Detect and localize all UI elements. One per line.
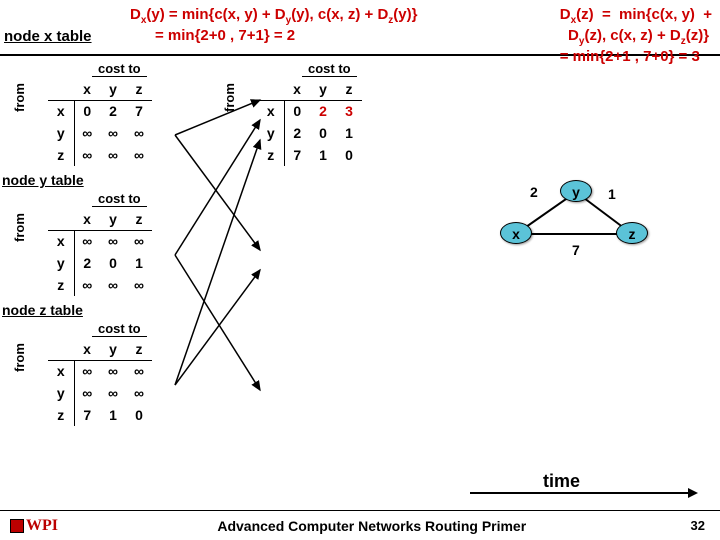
footer: WPI Advanced Computer Networks Routing P… — [0, 510, 720, 540]
slide: node x table Dx(y) = min{c(x, y) + Dy(y)… — [0, 0, 720, 540]
from-label: from — [12, 83, 27, 112]
topbar: node x table Dx(y) = min{c(x, y) + Dy(y)… — [0, 0, 720, 56]
table-x-t0: from cost to xyzx027y∞∞∞z∞∞∞ — [0, 60, 152, 166]
graph-node-x: x — [500, 222, 532, 244]
table-y-t0: from cost to xyzx∞∞∞y201z∞∞∞ — [0, 190, 152, 296]
formula-dz: Dx(z) = min{c(x, y) + Dy(z), c(x, z) + D… — [560, 6, 712, 66]
table-z-t0: from cost to xyzx∞∞∞y∞∞∞z710 — [0, 320, 152, 426]
cost-to-label: cost to — [302, 61, 357, 77]
node-x-tables: from cost to xyzx027y∞∞∞z∞∞∞ from cost t… — [0, 60, 420, 190]
node-y-label: node y table — [2, 172, 84, 188]
footer-title: Advanced Computer Networks Routing Prime… — [58, 518, 686, 534]
wpi-logo: WPI — [10, 517, 58, 535]
node-x-label: node x table — [4, 28, 92, 45]
tables-region: from cost to xyzx027y∞∞∞z∞∞∞ from cost t… — [0, 60, 420, 450]
node-z-label: node z table — [2, 302, 83, 318]
cost-to-label: cost to — [92, 191, 147, 207]
node-z-tables: from cost to xyzx∞∞∞y∞∞∞z710 — [0, 320, 420, 450]
time-arrow-icon — [470, 492, 690, 494]
graph-node-z: z — [616, 222, 648, 244]
node-y-tables: from cost to xyzx∞∞∞y201z∞∞∞ node z tabl… — [0, 190, 420, 320]
formula-dy: Dx(y) = min{c(x, y) + Dy(y), c(x, z) + D… — [130, 6, 417, 45]
cost-to-label: cost to — [92, 61, 147, 77]
graph-node-y: y — [560, 180, 592, 202]
from-label: from — [12, 213, 27, 242]
from-label: from — [222, 83, 237, 112]
time-label: time — [543, 471, 580, 492]
network-graph: 217yxz — [500, 180, 650, 290]
from-label: from — [12, 343, 27, 372]
page-number: 32 — [686, 517, 710, 534]
cost-to-label: cost to — [92, 321, 147, 337]
table-x-t1: from cost to xyzx023y201z710 — [210, 60, 362, 166]
